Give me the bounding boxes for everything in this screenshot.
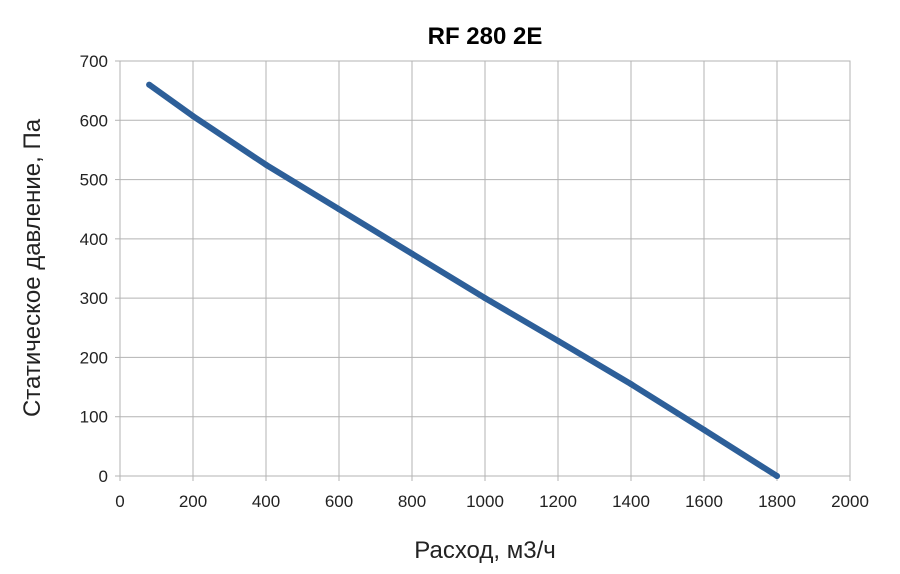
y-tick-label: 500 bbox=[80, 171, 108, 190]
y-tick-labels: 0 100 200 300 400 500 600 700 bbox=[80, 52, 120, 486]
y-tick-label: 700 bbox=[80, 52, 108, 71]
y-axis-label: Статическое давление, Па bbox=[19, 118, 46, 417]
x-axis-label: Расход, м3/ч bbox=[414, 537, 555, 564]
data-point bbox=[336, 206, 342, 213]
x-tick-label: 1800 bbox=[758, 492, 796, 511]
y-tick-label: 100 bbox=[80, 408, 108, 427]
x-tick-label: 2000 bbox=[831, 492, 869, 511]
data-point bbox=[555, 337, 561, 344]
x-tick-label: 1200 bbox=[539, 492, 577, 511]
x-tick-label: 800 bbox=[398, 492, 426, 511]
data-point bbox=[146, 81, 153, 88]
data-point bbox=[774, 473, 780, 479]
data-point bbox=[482, 295, 488, 302]
x-tick-label: 1600 bbox=[685, 492, 723, 511]
x-tick-label: 0 bbox=[115, 492, 124, 511]
series-layer bbox=[146, 81, 780, 479]
series-line bbox=[146, 81, 780, 479]
data-point bbox=[263, 161, 269, 168]
x-tick-label: 1400 bbox=[612, 492, 650, 511]
x-tick-label: 400 bbox=[252, 492, 280, 511]
y-tick-label: 200 bbox=[80, 348, 108, 367]
x-tick-labels: 0 200 400 600 800 1000 1200 1400 1600 1800 2000 bbox=[115, 476, 869, 511]
x-gridlines bbox=[119, 61, 851, 476]
y-tick-label: 300 bbox=[80, 289, 108, 308]
chart-title: RF 280 2E bbox=[428, 23, 543, 50]
data-point bbox=[628, 381, 634, 388]
y-tick-label: 0 bbox=[99, 467, 108, 486]
data-point bbox=[190, 113, 196, 120]
data-point bbox=[701, 426, 707, 433]
y-tick-label: 600 bbox=[80, 111, 108, 130]
data-point bbox=[409, 250, 415, 257]
y-tick-label: 400 bbox=[80, 230, 108, 249]
x-tick-label: 600 bbox=[325, 492, 353, 511]
x-tick-label: 1000 bbox=[466, 492, 504, 511]
x-tick-label: 200 bbox=[179, 492, 207, 511]
